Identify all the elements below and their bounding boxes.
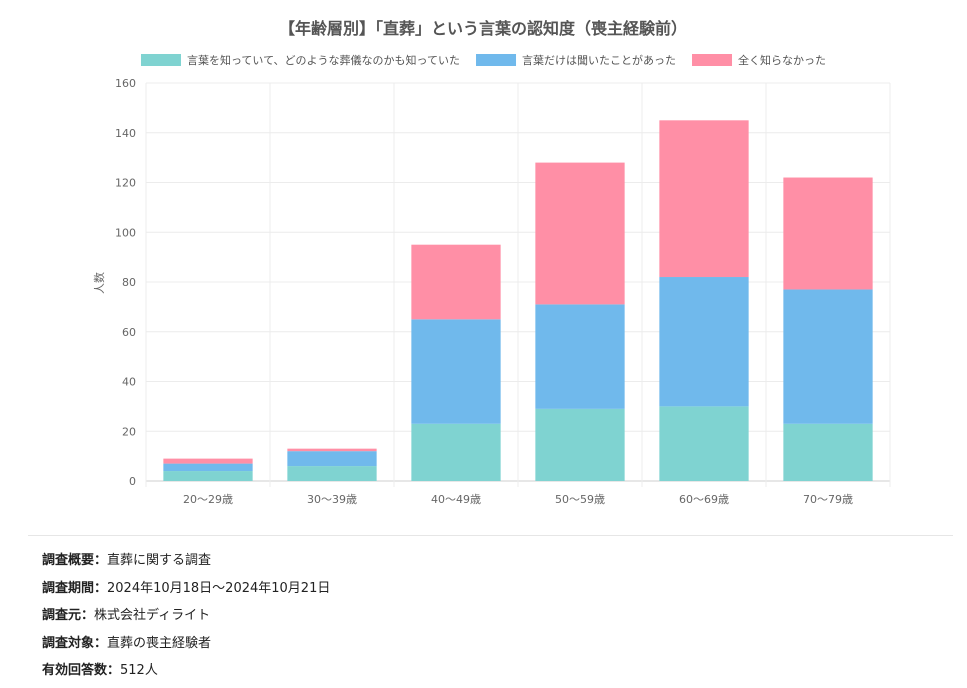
y-tick-label: 40	[122, 376, 136, 389]
legend-item: 全く知らなかった	[692, 53, 826, 67]
bar-segment-2	[287, 451, 377, 467]
chart-title: 【年齢層別】「直葬」という言葉の認知度（喪主経験前）	[279, 19, 687, 38]
legend-label: 言葉だけは聞いたことがあった	[522, 53, 676, 67]
bar-segment-2	[411, 319, 501, 424]
survey-key: 調査元：	[42, 608, 95, 623]
y-axis: 0 20 40 60 80 100 120 140 160	[115, 77, 136, 488]
survey-value: 株式会社ディライト	[94, 608, 211, 623]
legend-swatch	[140, 54, 181, 66]
survey-row-target: 調査対象：直葬の喪主経験者	[42, 633, 942, 661]
x-tick-label: 20〜29歳	[183, 493, 233, 506]
survey-value: 2024年10月18日〜2024年10月21日	[107, 580, 331, 596]
bar-segment-1	[535, 408, 625, 481]
legend-label: 言葉を知っていて、どのような葬儀なのかも知っていた	[187, 53, 460, 67]
stacked-bar-chart: 【年齢層別】「直葬」という言葉の認知度（喪主経験前） 言葉を知っていて、どのよう…	[93, 19, 891, 506]
legend-item: 言葉だけは聞いたことがあった	[476, 53, 676, 67]
y-tick-label: 60	[122, 326, 136, 339]
legend: 言葉を知っていて、どのような葬儀なのかも知っていた 言葉だけは聞いたことがあった 全…	[140, 53, 826, 67]
bar-segment-1	[163, 471, 253, 481]
survey-value: 直葬の喪主経験者	[107, 635, 212, 651]
survey-key: 調査対象：	[42, 635, 108, 651]
bar-segment-2	[659, 277, 749, 407]
y-tick-label: 100	[115, 226, 136, 239]
bar-segment-3	[163, 458, 253, 464]
bars	[163, 120, 873, 481]
x-tick-label: 50〜59歳	[555, 493, 605, 506]
x-tick-label: 60〜69歳	[679, 493, 729, 506]
legend-label: 全く知らなかった	[738, 53, 826, 67]
bar-segment-2	[783, 289, 873, 424]
bar-segment-3	[287, 448, 377, 452]
x-axis: 20〜29歳 30〜39歳 40〜49歳 50〜59歳 60〜69歳 70〜79歳	[183, 493, 853, 506]
y-tick-label: 140	[115, 127, 136, 140]
bar-segment-3	[659, 120, 749, 278]
survey-value: 直葬に関する調査	[107, 553, 212, 568]
bar-segment-3	[535, 162, 625, 305]
bar-segment-2	[535, 304, 625, 409]
y-tick-label: 120	[115, 177, 136, 190]
x-tick-label: 30〜39歳	[307, 493, 357, 506]
survey-row-overview: 調査概要：直葬に関する調査	[42, 550, 942, 578]
bar-segment-1	[287, 466, 377, 481]
section-divider	[28, 535, 953, 536]
grid	[145, 82, 891, 487]
bar-segment-1	[411, 423, 501, 481]
legend-swatch	[692, 54, 733, 66]
y-tick-label: 20	[122, 425, 136, 438]
bar-segment-2	[163, 463, 253, 472]
survey-row-period: 調査期間：2024年10月18日〜2024年10月21日	[42, 578, 942, 606]
bar-segment-1	[783, 423, 873, 481]
survey-key: 調査概要：	[42, 553, 108, 568]
y-axis-title: 人数	[93, 272, 106, 294]
survey-row-source: 調査元：株式会社ディライト	[42, 605, 942, 633]
x-tick-label: 70〜79歳	[803, 493, 853, 506]
bar-segment-1	[659, 406, 749, 481]
y-tick-label: 80	[122, 276, 136, 289]
bar-segment-3	[411, 244, 501, 320]
x-tick-label: 40〜49歳	[431, 493, 481, 506]
y-tick-label: 0	[129, 475, 136, 488]
survey-value: 512人	[120, 663, 158, 678]
bar-segment-3	[783, 177, 873, 290]
survey-key: 調査期間：	[42, 580, 108, 596]
y-tick-label: 160	[115, 77, 136, 90]
legend-item: 言葉を知っていて、どのような葬儀なのかも知っていた	[140, 53, 460, 67]
survey-key: 有効回答数：	[42, 663, 121, 678]
survey-row-responses: 有効回答数：512人	[42, 660, 942, 688]
legend-swatch	[476, 54, 517, 66]
survey-info: 調査概要：直葬に関する調査 調査期間：2024年10月18日〜2024年10月2…	[42, 550, 942, 688]
